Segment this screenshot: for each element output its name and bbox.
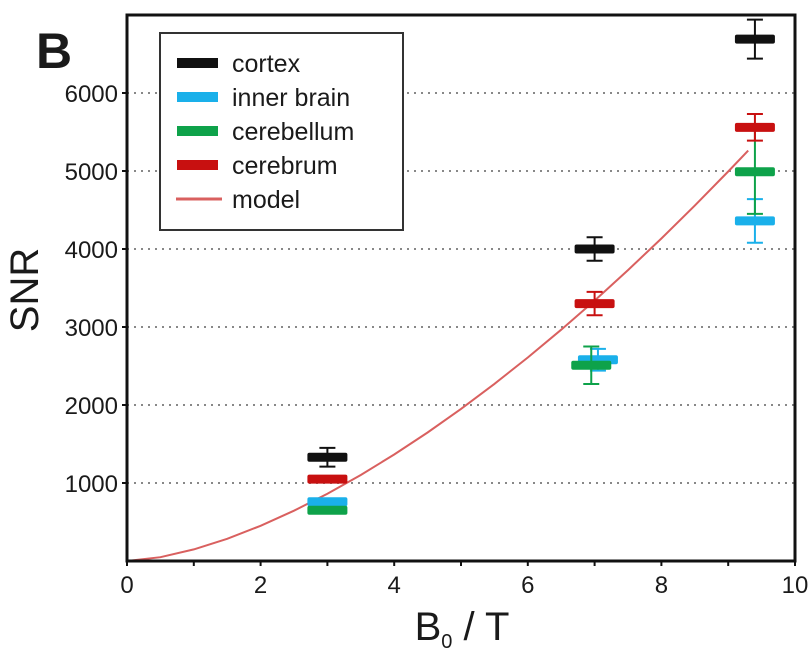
y-tick-label: 2000	[65, 393, 118, 420]
y-axis-title: SNR	[3, 248, 47, 332]
x-tick-label: 2	[254, 572, 267, 599]
legend-swatch-cerebrum	[177, 160, 218, 170]
panel-label: B	[36, 23, 72, 79]
x-tick-label: 4	[388, 572, 401, 599]
legend-label: cortex	[232, 50, 301, 78]
data-point	[734, 128, 775, 215]
series-cerebellum	[307, 128, 775, 515]
data-point	[307, 474, 348, 484]
x-axis-title: B0 / T	[415, 605, 510, 653]
series-cortex	[307, 18, 775, 468]
legend-swatch-inner-brain	[177, 92, 218, 102]
x-tick-label: 0	[120, 572, 133, 599]
data-point	[734, 18, 775, 60]
legend-swatch-cerebellum	[177, 126, 218, 136]
x-tick-label: 10	[782, 572, 809, 599]
data-point	[574, 290, 615, 317]
data-point	[307, 446, 348, 468]
legend-label: cerebellum	[232, 118, 354, 146]
model-layer	[126, 149, 749, 562]
y-tick-label: 4000	[65, 237, 118, 264]
marker-bar	[307, 474, 348, 484]
x-axis-ticks: 0 2 4 6 8 10	[120, 561, 808, 599]
y-tick-label: 3000	[65, 315, 118, 342]
marker-bar	[307, 497, 348, 507]
y-tick-label: 1000	[65, 471, 118, 498]
marker-bar	[734, 122, 775, 132]
marker-bar	[574, 299, 615, 309]
data-point	[571, 345, 612, 385]
legend: cortex inner brain cerebellum cerebrum model	[159, 32, 404, 231]
series-inner-brain	[307, 198, 775, 507]
x-axis-title-subscript: 0	[441, 631, 452, 653]
model-curve	[126, 149, 749, 562]
legend-label: inner brain	[232, 84, 350, 112]
marker-bar	[307, 505, 348, 515]
data-point	[574, 236, 615, 262]
marker-bar	[734, 34, 775, 44]
data-point	[734, 113, 775, 142]
legend-swatch-cortex	[177, 58, 218, 68]
x-tick-label: 6	[521, 572, 534, 599]
legend-items: cortex inner brain cerebellum cerebrum model	[176, 50, 354, 214]
marker-bar	[571, 360, 612, 370]
data-point	[307, 497, 348, 507]
series-cerebrum	[307, 113, 775, 484]
data-point	[307, 505, 348, 515]
legend-label: cerebrum	[232, 152, 338, 180]
legend-label: model	[232, 186, 300, 214]
x-axis-title-unit: / T	[452, 605, 509, 649]
y-axis-ticks: 1000 2000 3000 4000 5000 6000	[65, 81, 127, 498]
x-tick-label: 8	[655, 572, 668, 599]
x-axis-title-main: B	[415, 605, 442, 649]
y-tick-label: 5000	[65, 159, 118, 186]
y-tick-label: 6000	[65, 81, 118, 108]
marker-bar	[734, 216, 775, 226]
marker-bar	[734, 167, 775, 177]
series-layer	[307, 18, 775, 515]
marker-bar	[574, 244, 615, 254]
marker-bar	[307, 452, 348, 462]
